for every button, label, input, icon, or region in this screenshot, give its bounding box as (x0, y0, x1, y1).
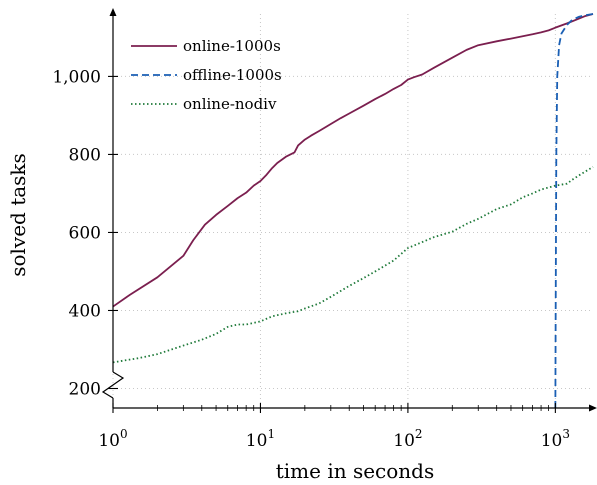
y-tick-label: 800 (69, 145, 101, 165)
x-tick-label-exponent: 1 (267, 427, 275, 441)
legend-entry-online-nodiv: online-nodiv (131, 95, 277, 113)
x-tick-label: 102 (393, 427, 422, 451)
legend: online-1000s offline-1000s online-nodiv (131, 37, 282, 113)
y-tick-label: 200 (69, 379, 101, 399)
axes (101, 8, 597, 412)
legend-label-online-1000s: online-1000s (183, 37, 281, 55)
x-tick-label-base: 10 (246, 431, 268, 451)
grid-lines (112, 14, 593, 408)
series-line-online-nodiv (112, 166, 594, 364)
x-axis-arrowhead (589, 404, 597, 412)
y-tick-label: 600 (69, 223, 101, 243)
series-lines (112, 13, 594, 409)
legend-entry-online-1000s: online-1000s (131, 37, 281, 55)
x-tick-label-base: 10 (393, 431, 415, 451)
legend-entry-offline-1000s: offline-1000s (131, 66, 282, 84)
series-line-online-1000s (112, 13, 594, 308)
y-tick-marks: 200 400 600 800 1,000 (52, 67, 118, 399)
x-axis-label: time in seconds (276, 459, 435, 483)
x-tick-label-base: 10 (98, 431, 120, 451)
y-axis-label: solved tasks (6, 153, 30, 277)
y-axis-arrowhead (109, 8, 117, 16)
x-tick-label-base: 10 (541, 431, 563, 451)
legend-label-online-nodiv: online-nodiv (183, 95, 277, 113)
x-tick-label: 103 (541, 427, 570, 451)
series-line-offline-1000s (554, 13, 594, 409)
x-tick-marks: 100 101 102 103 (98, 403, 570, 451)
x-tick-label-exponent: 0 (120, 427, 128, 441)
x-tick-label: 101 (246, 427, 275, 451)
y-axis-break-mark (101, 371, 125, 399)
y-tick-label: 400 (69, 301, 101, 321)
y-tick-label: 1,000 (52, 67, 101, 87)
legend-label-offline-1000s: offline-1000s (183, 66, 282, 84)
x-tick-label: 100 (98, 427, 127, 451)
x-tick-label-exponent: 3 (562, 427, 570, 441)
x-tick-label-exponent: 2 (415, 427, 423, 441)
